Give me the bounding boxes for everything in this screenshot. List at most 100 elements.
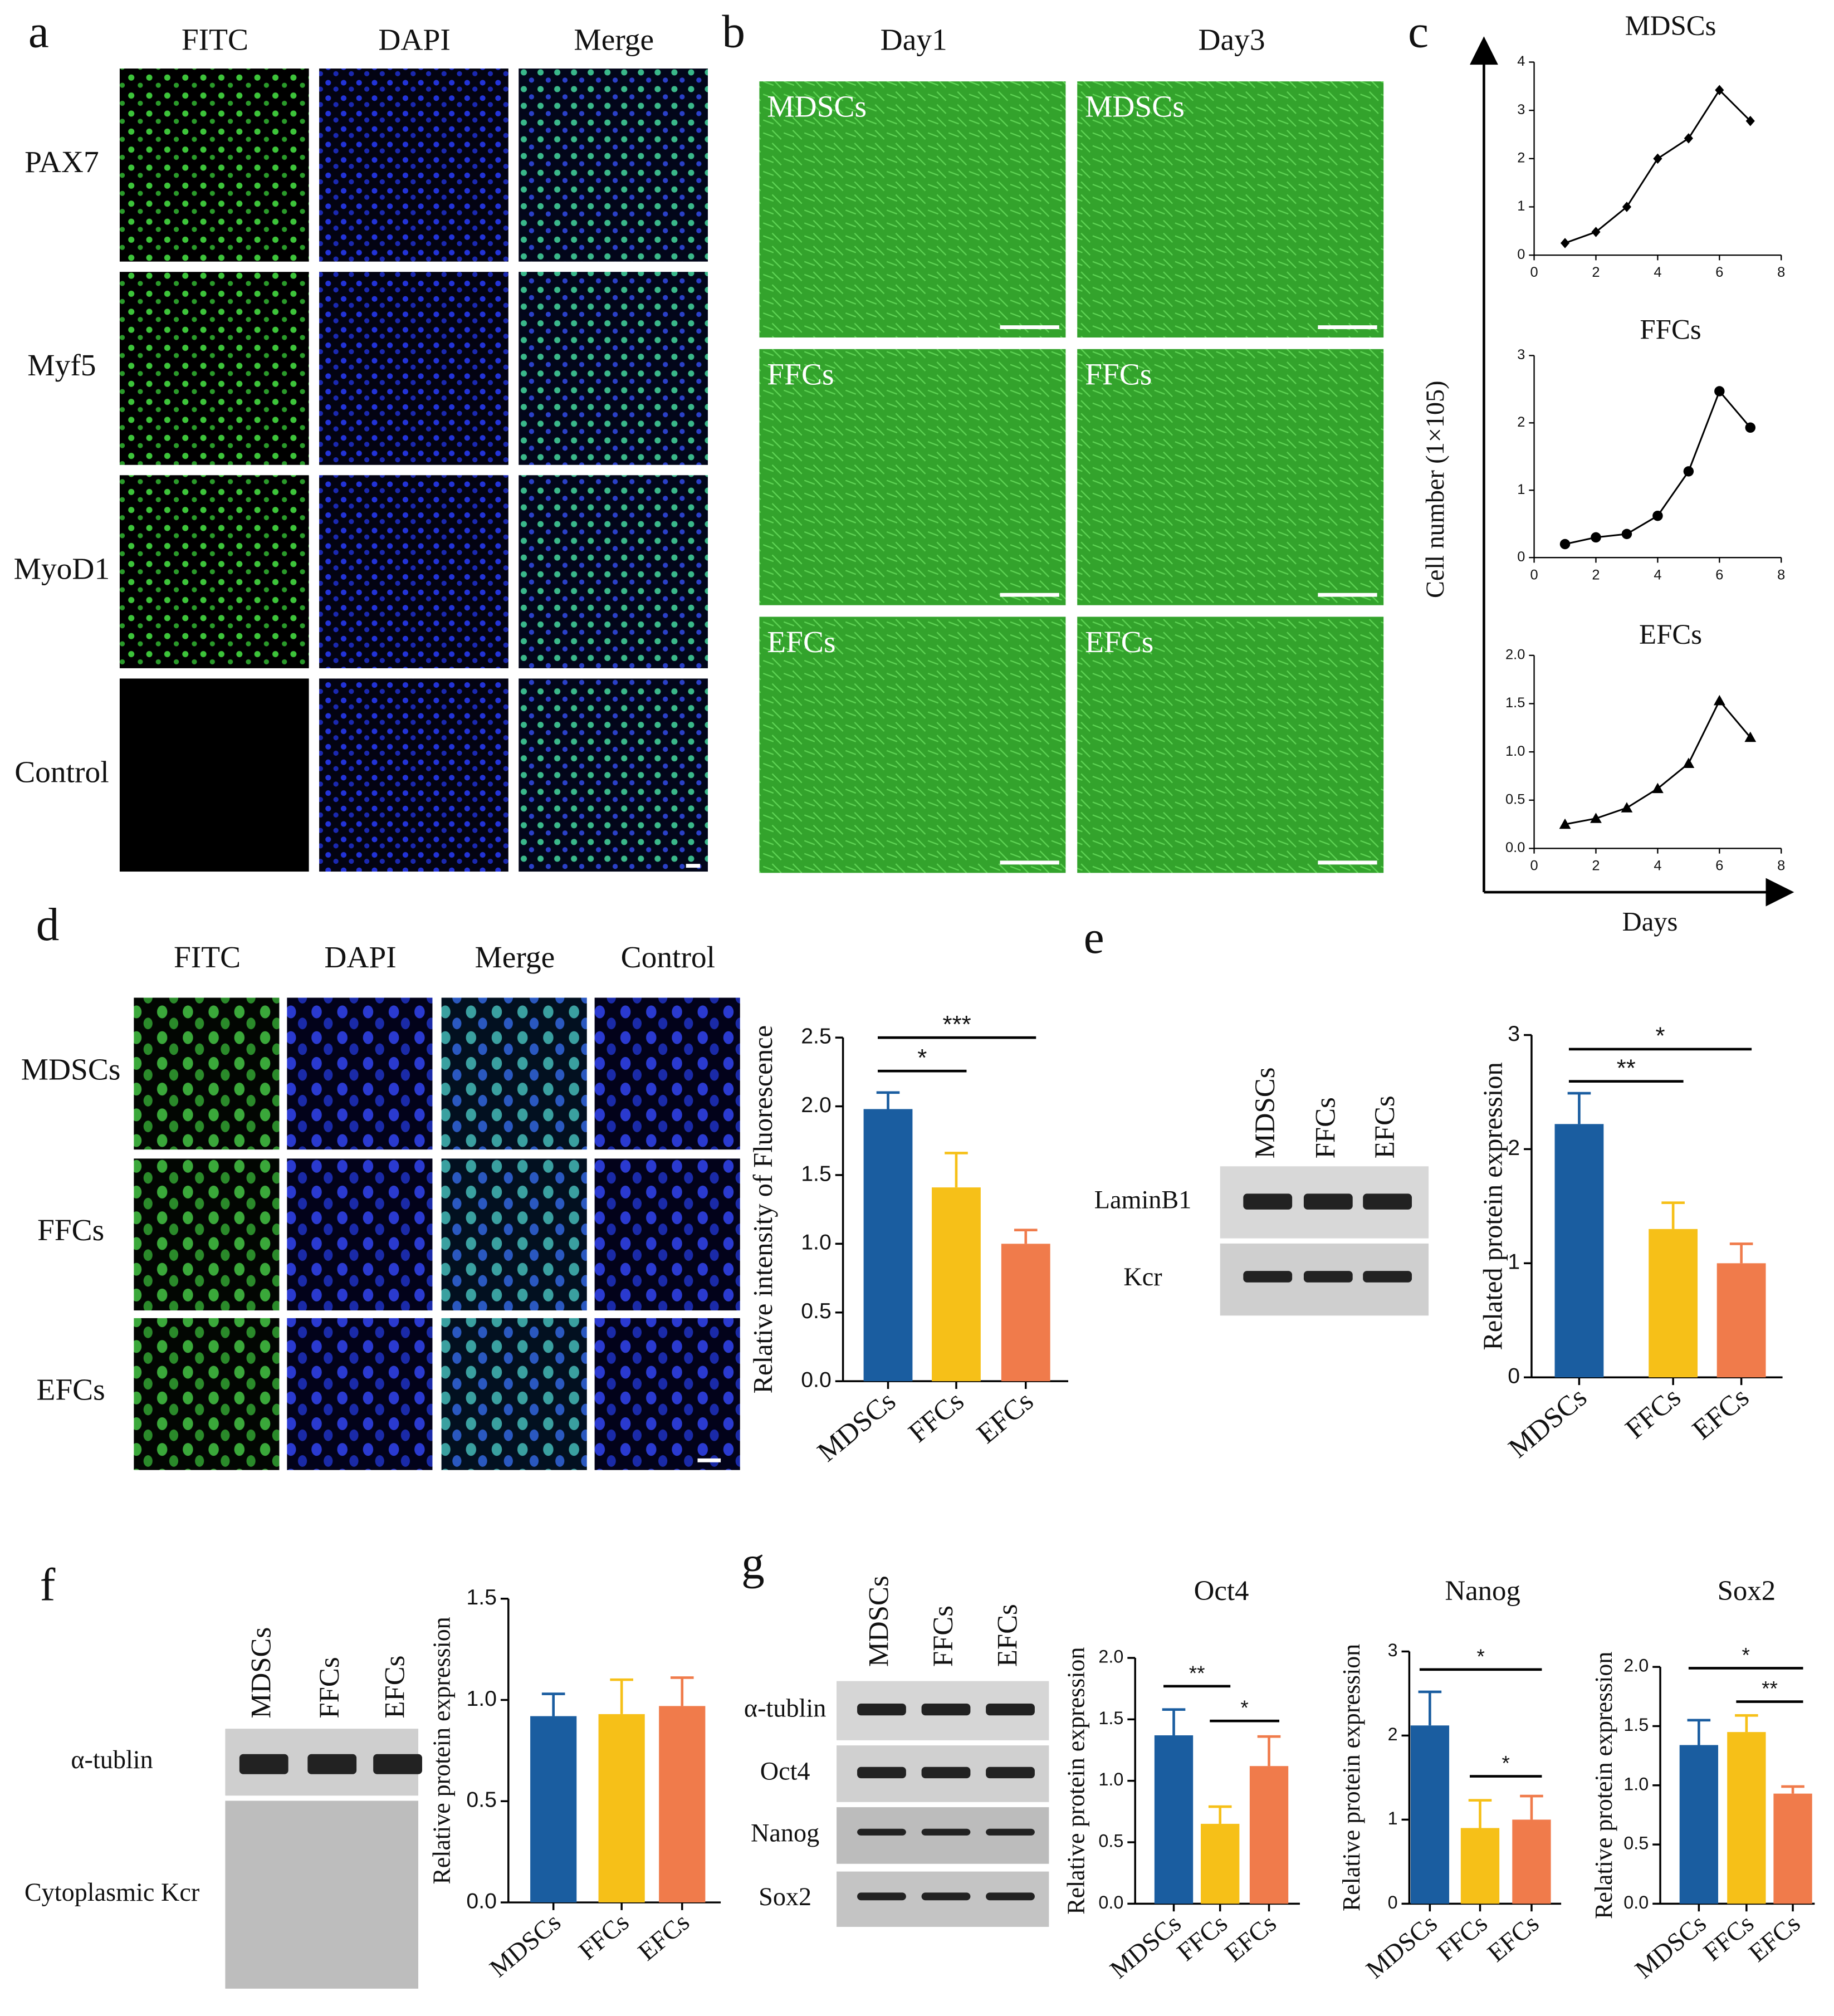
- bar: [598, 1714, 645, 1903]
- band: [986, 1828, 1035, 1836]
- band: [1243, 1271, 1293, 1283]
- y-tick-label: 0.0: [466, 1888, 497, 1913]
- y-tick-label: 0.5: [466, 1788, 497, 1812]
- y-tick-label: 1.0: [1623, 1774, 1649, 1794]
- x-tick-label: 6: [1715, 265, 1723, 280]
- panel-letter: g: [741, 1537, 765, 1588]
- lane-label: MDSCs: [245, 1627, 276, 1719]
- line: [1564, 89, 1751, 244]
- band: [307, 1754, 357, 1774]
- image-label: MDSCs: [1085, 90, 1185, 124]
- lane-label: EFCs: [992, 1604, 1023, 1667]
- x-tick-label: FFCs: [1620, 1381, 1686, 1445]
- band: [986, 1767, 1035, 1779]
- band: [986, 1703, 1035, 1716]
- bar: [1649, 1229, 1698, 1378]
- y-tick-label: 0.5: [1505, 792, 1525, 808]
- line: [1564, 389, 1751, 545]
- row-label: PAX7: [25, 145, 99, 179]
- band: [373, 1754, 422, 1774]
- micrograph: [519, 68, 708, 262]
- micrograph: [594, 1318, 740, 1470]
- point: [1621, 802, 1633, 813]
- x-tick-label: EFCs: [1743, 1909, 1805, 1967]
- band-label: LaminB1: [1094, 1186, 1192, 1214]
- bar: [1460, 1828, 1500, 1904]
- micrograph: [119, 678, 309, 872]
- bar: [1773, 1793, 1812, 1904]
- y-tick-label: 1.5: [466, 1585, 497, 1609]
- significance-label: **: [1617, 1055, 1636, 1082]
- chart-title: Sox2: [1718, 1575, 1776, 1606]
- y-tick-label: 1: [1388, 1808, 1398, 1828]
- y-axis-label: Related protein expression: [1478, 1062, 1508, 1350]
- point: [1559, 539, 1571, 550]
- x-tick-label: 4: [1654, 265, 1661, 280]
- x-tick-label: EFCs: [1686, 1381, 1755, 1446]
- micrograph: [1077, 616, 1384, 873]
- band-label: Nanog: [751, 1819, 819, 1847]
- x-tick-label: 8: [1777, 567, 1785, 583]
- y-tick-label: 1.0: [1098, 1769, 1123, 1789]
- panel-letter: f: [40, 1559, 56, 1611]
- x-tick-label: EFCs: [1220, 1909, 1282, 1967]
- bar: [1679, 1745, 1719, 1904]
- x-tick-label: FFCs: [573, 1907, 634, 1965]
- micrograph: [319, 272, 508, 465]
- y-tick-label: 0.0: [801, 1368, 832, 1392]
- y-tick-label: 1: [1517, 198, 1525, 214]
- bar: [1410, 1725, 1450, 1904]
- significance-label: **: [1762, 1677, 1778, 1700]
- point: [1559, 818, 1571, 829]
- y-tick-label: 3: [1517, 102, 1525, 118]
- point: [1652, 782, 1664, 794]
- micrograph: [594, 1158, 740, 1311]
- micrograph: [1077, 349, 1384, 605]
- point: [1683, 466, 1694, 477]
- band-label: Kcr: [1123, 1263, 1162, 1291]
- y-tick-label: 1.0: [801, 1230, 832, 1255]
- band: [921, 1828, 971, 1836]
- y-tick-label: 0.5: [1098, 1831, 1123, 1851]
- line: [1564, 699, 1751, 825]
- band: [1303, 1271, 1353, 1283]
- y-tick-label: 1.5: [801, 1161, 832, 1186]
- bar: [530, 1716, 577, 1903]
- y-tick-label: 1.5: [1505, 695, 1525, 711]
- y-tick-label: 1.0: [466, 1686, 497, 1711]
- chart-title: FFCs: [1640, 314, 1701, 345]
- x-tick-label: FFCs: [1172, 1909, 1233, 1966]
- micrograph: [759, 616, 1066, 873]
- row-label: Myf5: [27, 348, 96, 382]
- band: [857, 1892, 906, 1901]
- x-tick-label: EFCs: [971, 1385, 1039, 1450]
- y-axis-label: Cell number (1×105): [1421, 380, 1449, 598]
- panel-letter: a: [28, 6, 49, 57]
- chart-title: MDSCs: [1625, 10, 1716, 41]
- bar: [1727, 1732, 1766, 1904]
- lane-label: FFCs: [314, 1657, 345, 1718]
- x-tick-label: EFCs: [633, 1907, 695, 1966]
- band: [857, 1703, 906, 1716]
- y-tick-label: 0.0: [1098, 1892, 1123, 1912]
- micrograph: [287, 1158, 433, 1311]
- y-tick-label: 2: [1388, 1724, 1398, 1744]
- scale-bar: [697, 1458, 721, 1462]
- micrograph: [319, 475, 508, 668]
- x-tick-label: 8: [1777, 265, 1785, 280]
- y-tick-label: 2: [1508, 1136, 1520, 1160]
- point: [1715, 85, 1724, 96]
- micrograph: [759, 349, 1066, 605]
- y-axis-label: Relative intensity of Fluorescence: [749, 1025, 778, 1393]
- bar: [1201, 1823, 1240, 1904]
- band: [1363, 1193, 1412, 1210]
- x-tick-label: 8: [1777, 858, 1785, 874]
- point: [1653, 153, 1662, 164]
- x-tick-label: 2: [1592, 858, 1600, 874]
- band-label: Cytoplasmic Kcr: [25, 1878, 199, 1906]
- micrograph: [287, 1318, 433, 1470]
- y-tick-label: 3: [1508, 1021, 1520, 1046]
- x-tick-label: FFCs: [902, 1385, 969, 1449]
- significance-label: *: [1742, 1643, 1750, 1666]
